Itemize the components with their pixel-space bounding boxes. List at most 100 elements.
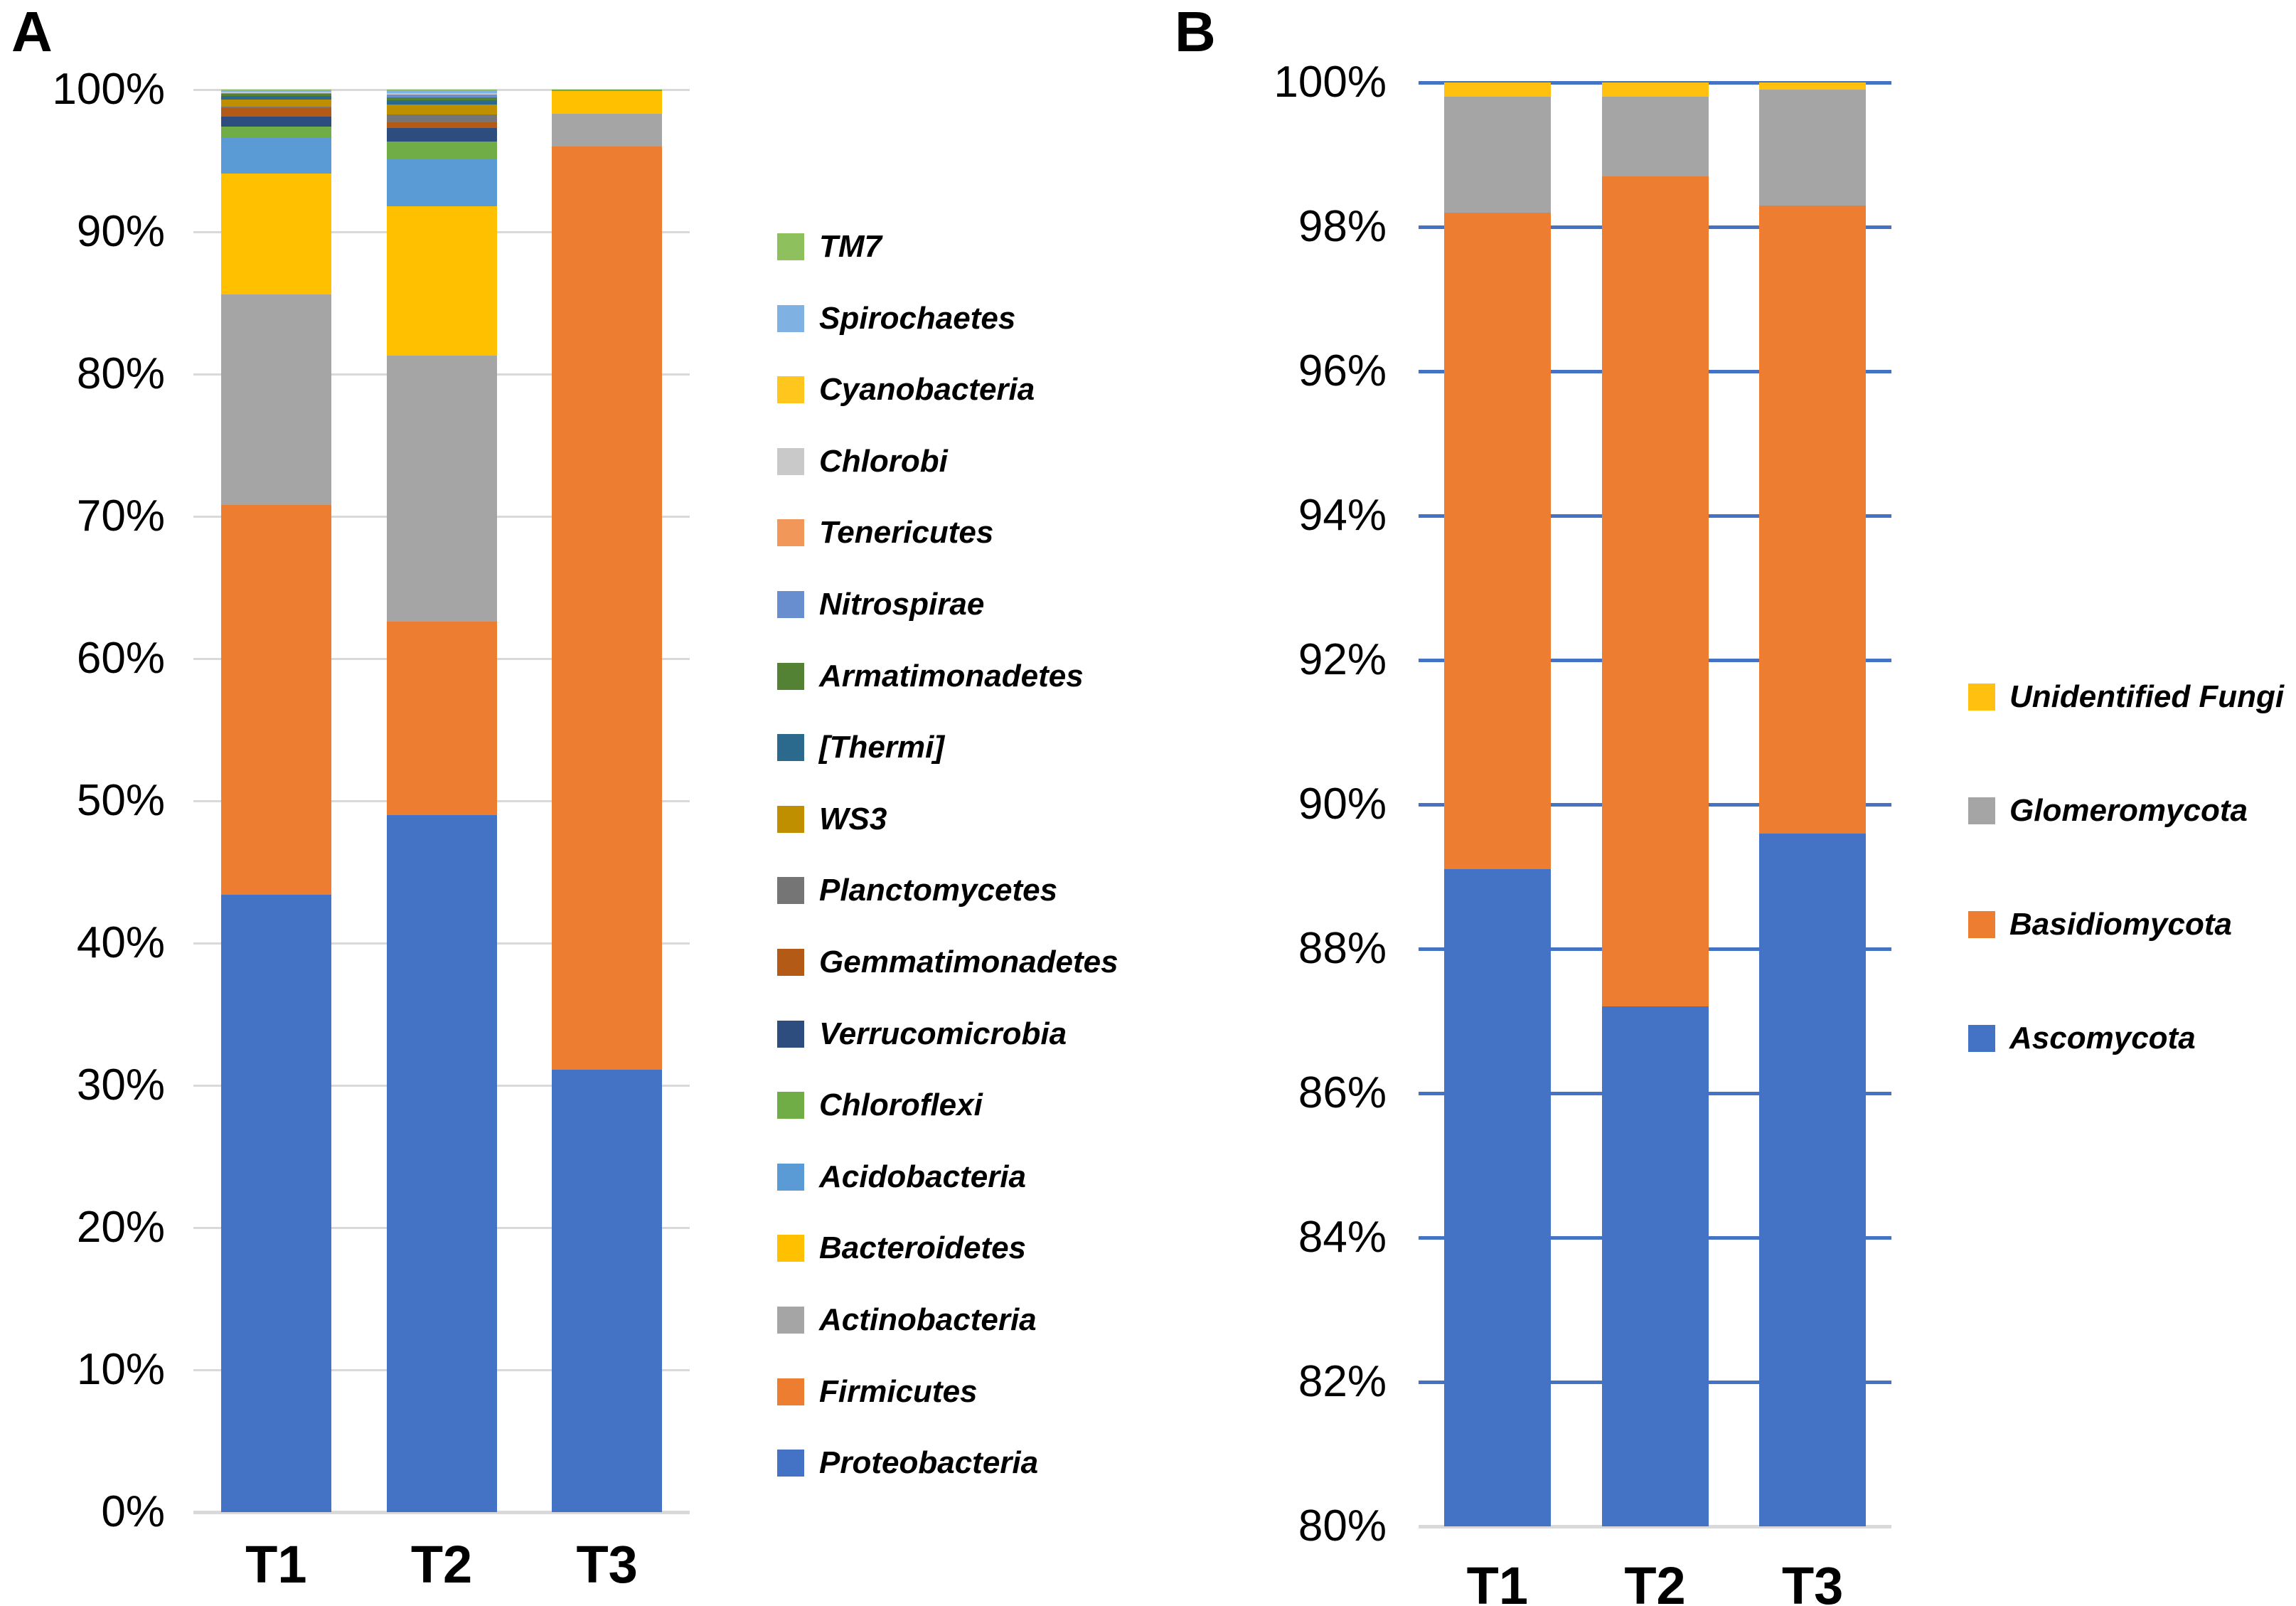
- y-axis-tick-label: 94%: [1298, 491, 1387, 540]
- bar-segment-spirochaetes: [220, 90, 331, 92]
- legend-item-label: Tenericutes: [819, 515, 994, 551]
- legend-item-label: Armatimonadetes: [819, 658, 1084, 693]
- y-axis-tick-label: 92%: [1298, 635, 1387, 684]
- bar-segment-planctomycetes: [386, 114, 497, 123]
- panel-a-letter: A: [11, 0, 53, 63]
- y-axis-tick-label: 0%: [101, 1487, 165, 1536]
- bar-segment-firmicutes: [552, 147, 663, 1070]
- legend-swatch: [777, 662, 804, 690]
- legend-swatch: [777, 1163, 804, 1191]
- bar-segment-actinobacteria: [552, 114, 663, 147]
- bar-segment-glomeromycota: [1443, 97, 1551, 213]
- legend-item-label: [Thermi]: [819, 730, 944, 765]
- legend-item-label: Planctomycetes: [819, 873, 1058, 908]
- legend-swatch: [777, 1450, 804, 1477]
- legend-item-label: Unidentified Fungi: [2009, 679, 2285, 714]
- bar-segment-basidiomycota: [1601, 176, 1709, 1007]
- bar-segment-glomeromycota: [1759, 90, 1867, 206]
- bar-segment-gemmatimonadetes: [220, 108, 331, 117]
- bar-segment--thermi-: [386, 100, 497, 105]
- bar-segment-unidentified-fungi: [1601, 83, 1709, 97]
- x-axis-category-label: T1: [245, 1535, 307, 1594]
- bar-segment-basidiomycota: [1759, 205, 1867, 834]
- bar-segment-glomeromycota: [1601, 97, 1709, 176]
- legend-swatch: [777, 376, 804, 404]
- bar-segment-chloroflexi: [386, 142, 497, 159]
- bar-segment-bacteroidetes: [552, 91, 663, 114]
- legend-item-label: Chlorobi: [819, 443, 948, 479]
- y-axis-tick-label: 96%: [1298, 346, 1387, 395]
- x-axis-category-label: T2: [1624, 1556, 1686, 1606]
- legend-item-label: Proteobacteria: [819, 1445, 1039, 1481]
- x-axis-category-label: T1: [1466, 1556, 1528, 1606]
- legend-item-label: Ascomycota: [2009, 1021, 2196, 1055]
- y-axis-tick-label: 80%: [76, 349, 165, 398]
- legend-swatch: [777, 1378, 804, 1405]
- legend-item-label: Gemmatimonadetes: [819, 945, 1118, 979]
- legend-item-label: Verrucomicrobia: [819, 1016, 1067, 1051]
- bar-segment-ws3: [386, 105, 497, 115]
- bar-segment--thermi-: [220, 96, 331, 100]
- bar-segment-actinobacteria: [386, 356, 497, 622]
- legend-item-label: Chloroflexi: [819, 1087, 983, 1123]
- bar-segment-actinobacteria: [220, 294, 331, 505]
- bar-segment-unidentified-fungi: [1443, 83, 1551, 97]
- legend-swatch: [777, 1020, 804, 1048]
- legend-item-label: TM7: [819, 229, 882, 264]
- bar-segment-gemmatimonadetes: [386, 122, 497, 128]
- y-axis-tick-label: 100%: [52, 65, 165, 114]
- y-axis-tick-label: 88%: [1298, 924, 1387, 973]
- legend-item-label: Nitrospirae: [819, 587, 985, 622]
- legend-swatch: [777, 304, 804, 332]
- legend-swatch: [1968, 797, 1995, 824]
- bar-segment-armatimonadetes: [220, 94, 331, 96]
- legend-swatch: [777, 1307, 804, 1334]
- y-axis-tick-label: 40%: [76, 918, 165, 967]
- y-axis-tick-label: 90%: [76, 207, 165, 256]
- bar-segment-acidobacteria: [220, 138, 331, 174]
- legend-swatch: [777, 233, 804, 260]
- legend-swatch: [777, 447, 804, 475]
- bar-segment-proteobacteria: [552, 1070, 663, 1512]
- x-axis-category-label: T2: [410, 1535, 473, 1594]
- bar-segment-acidobacteria: [552, 90, 663, 91]
- bar-segment-spirochaetes: [386, 91, 497, 93]
- legend-swatch: [1968, 911, 1995, 938]
- bar-segment-firmicutes: [220, 505, 331, 895]
- legend-swatch: [1968, 1025, 1995, 1052]
- bar-segment-tenericutes: [220, 92, 331, 93]
- y-axis-tick-label: 30%: [76, 1060, 165, 1110]
- y-axis-tick-label: 90%: [1298, 780, 1387, 829]
- bar-segment-nitrospirae: [386, 94, 497, 97]
- legend-swatch: [777, 734, 804, 762]
- bar-segment-nitrospirae: [220, 93, 331, 94]
- bar-segment-unidentified-fungi: [1759, 83, 1867, 90]
- bar-segment-planctomycetes: [220, 107, 331, 108]
- y-axis-tick-label: 60%: [76, 634, 165, 683]
- bar-segment-proteobacteria: [220, 895, 331, 1512]
- legend-item-label: Cyanobacteria: [819, 372, 1035, 408]
- bar-segment-proteobacteria: [386, 815, 497, 1512]
- legend-item-label: Spirochaetes: [819, 300, 1016, 336]
- legend-swatch: [777, 1092, 804, 1120]
- bar-segment-ascomycota: [1759, 833, 1867, 1526]
- legend-item-label: Actinobacteria: [819, 1302, 1037, 1337]
- x-axis-category-label: T3: [1781, 1556, 1844, 1606]
- bar-segment-bacteroidetes: [220, 174, 331, 294]
- y-axis-tick-label: 50%: [76, 776, 165, 825]
- bar-segment-armatimonadetes: [386, 97, 497, 100]
- y-axis-tick-label: 86%: [1298, 1068, 1387, 1117]
- bar-segment-chloroflexi: [220, 127, 331, 138]
- legend-swatch: [777, 805, 804, 833]
- x-axis-category-label: T3: [576, 1535, 638, 1594]
- legend-swatch: [777, 591, 804, 618]
- bar-segment-tm7: [386, 90, 497, 91]
- y-axis-tick-label: 20%: [76, 1203, 165, 1252]
- y-axis-tick-label: 80%: [1298, 1501, 1387, 1551]
- y-axis-tick-label: 82%: [1298, 1357, 1387, 1406]
- legend-item-label: WS3: [819, 801, 887, 836]
- panel-b-letter: B: [1175, 0, 1216, 63]
- bar-segment-firmicutes: [386, 622, 497, 815]
